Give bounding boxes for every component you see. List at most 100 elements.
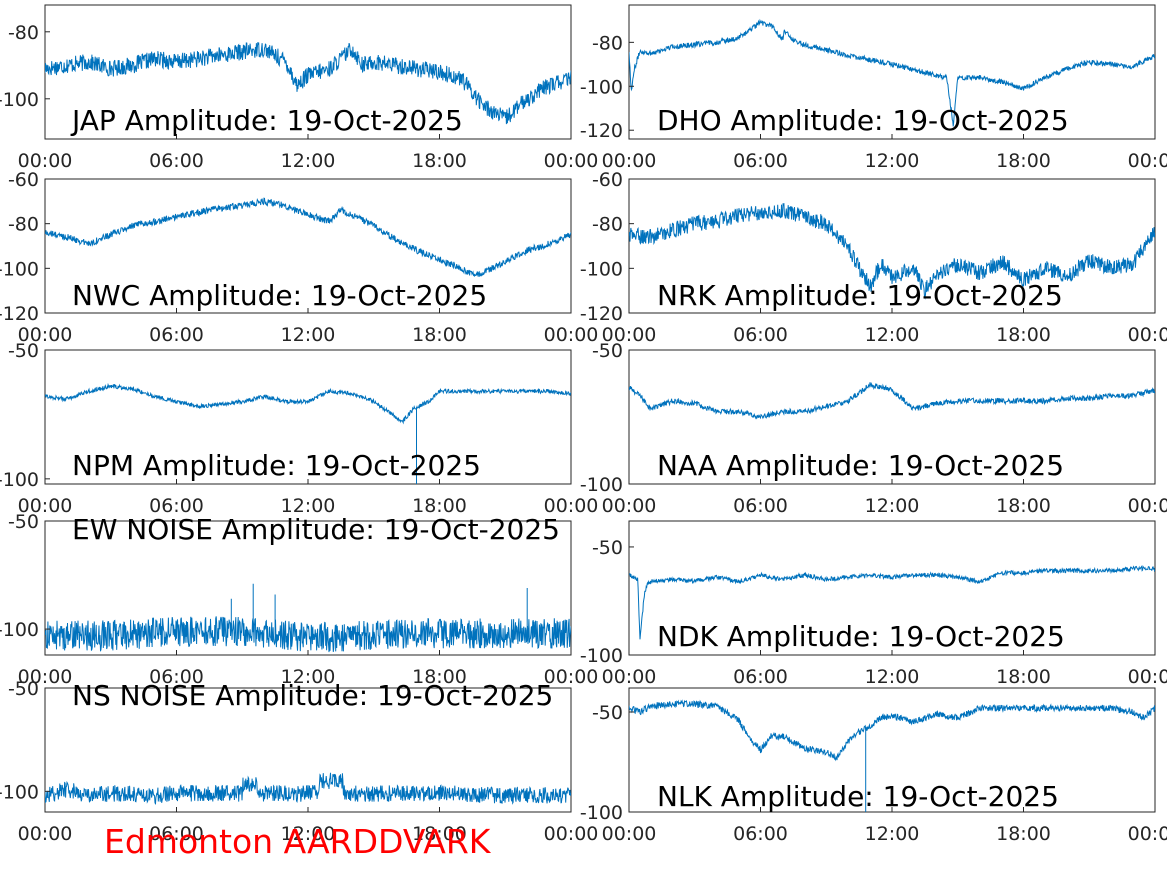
x-tick-label: 06:00 (733, 495, 788, 517)
panel-3: 00:00 06:00 12:00 18:00 00:00 -60 -80 -100 -120 N… (0, 169, 598, 346)
y-tick-label: -100 (580, 474, 623, 496)
y-tick-label: -100 (0, 469, 39, 491)
x-tick-label: 18:00 (412, 495, 467, 517)
plot-frame (44, 178, 572, 314)
y-tick-label: -120 (580, 120, 623, 142)
y-tick-label: -50 (592, 702, 623, 724)
y-tick-label: -80 (8, 22, 39, 44)
x-tick-label: 00:00 (602, 150, 657, 172)
x-tick-label: 00:00 (544, 324, 599, 346)
x-tick-label: 06:00 (149, 150, 204, 172)
series-line (45, 42, 571, 125)
y-tick-label: -50 (592, 340, 623, 362)
y-tick-label: -100 (580, 258, 623, 280)
series-line (629, 565, 1155, 640)
x-tick-label: 00:00 (1128, 150, 1167, 172)
plot-frame (628, 178, 1156, 314)
x-tick-label: 12:00 (281, 150, 336, 172)
series-line (45, 772, 571, 806)
x-tick-label: 00:00 (1128, 823, 1167, 845)
panel-6: 00:00 06:00 12:00 18:00 00:00 -50 -100 NAA Ampl… (580, 340, 1167, 517)
x-tick-label: 18:00 (996, 150, 1051, 172)
plot-frame (628, 520, 1156, 656)
y-tick-label: -100 (580, 802, 623, 824)
x-tick-label: 00:00 (602, 666, 657, 688)
y-tick-label: -60 (8, 169, 39, 191)
x-tick-label: 00:00 (544, 666, 599, 688)
plot-frame (628, 4, 1156, 140)
panel-7: 00:00 06:00 12:00 18:00 00:00 -50 -100 EW NOISE… (0, 511, 598, 688)
panel-1: 00:00 06:00 12:00 18:00 00:00 -80 -100 JAP Ampl… (0, 4, 599, 172)
x-tick-label: 12:00 (281, 324, 336, 346)
y-tick-label: -100 (580, 645, 623, 667)
y-tick-label: -100 (0, 89, 39, 111)
x-tick-label: 12:00 (865, 666, 920, 688)
x-tick-label: 06:00 (149, 324, 204, 346)
x-tick-label: 06:00 (733, 823, 788, 845)
x-tick-label: 12:00 (281, 495, 336, 517)
x-tick-label: 00:00 (18, 495, 73, 517)
x-tick-label: 12:00 (865, 150, 920, 172)
x-tick-label: 00:00 (602, 324, 657, 346)
x-tick-label: 12:00 (281, 823, 336, 845)
plot-frame (628, 349, 1156, 485)
x-tick-label: 18:00 (412, 324, 467, 346)
x-tick-label: 18:00 (996, 324, 1051, 346)
x-tick-label: 00:00 (602, 823, 657, 845)
y-tick-label: -50 (8, 340, 39, 362)
y-tick-label: -50 (592, 537, 623, 559)
x-tick-label: 06:00 (733, 666, 788, 688)
x-tick-label: 18:00 (412, 150, 467, 172)
series-line (629, 699, 1155, 812)
station-label: Edmonton AARDDVARK (104, 822, 491, 861)
x-tick-label: 06:00 (149, 666, 204, 688)
x-tick-label: 18:00 (996, 666, 1051, 688)
series-line (629, 202, 1155, 300)
y-tick-label: -120 (0, 303, 39, 325)
series-line (629, 381, 1155, 420)
series-line (629, 18, 1155, 127)
x-tick-label: 00:00 (1128, 324, 1167, 346)
panel-title: DHO Amplitude: 19-Oct-2025 (657, 104, 1069, 137)
panel-title: JAP Amplitude: 19-Oct-2025 (70, 104, 463, 137)
x-tick-label: 12:00 (865, 495, 920, 517)
x-tick-label: 00:00 (544, 150, 599, 172)
panel-title: NRK Amplitude: 19-Oct-2025 (657, 279, 1063, 312)
y-tick-label: -80 (8, 214, 39, 236)
x-tick-label: 12:00 (865, 823, 920, 845)
y-tick-label: -100 (0, 258, 39, 280)
x-tick-label: 06:00 (733, 324, 788, 346)
x-tick-label: 06:00 (149, 823, 204, 845)
panel-4: 00:00 06:00 12:00 18:00 00:00 -60 -80 -100 -120 N… (580, 169, 1167, 346)
series-line (45, 382, 571, 484)
x-tick-label: 00:00 (18, 324, 73, 346)
x-tick-label: 00:00 (18, 666, 73, 688)
x-tick-label: 00:00 (602, 495, 657, 517)
y-tick-label: -50 (8, 511, 39, 533)
x-tick-label: 00:00 (544, 823, 599, 845)
y-tick-label: -100 (0, 619, 39, 641)
y-tick-label: -60 (592, 169, 623, 191)
x-tick-label: 12:00 (865, 324, 920, 346)
x-tick-label: 18:00 (412, 666, 467, 688)
x-tick-label: 06:00 (149, 495, 204, 517)
x-tick-label: 12:00 (281, 666, 336, 688)
y-tick-label: -100 (580, 76, 623, 98)
panel-title: NLK Amplitude: 19-Oct-2025 (657, 780, 1059, 813)
panel-title: NS NOISE Amplitude: 19-Oct-2025 (72, 679, 553, 712)
panel-title: NWC Amplitude: 19-Oct-2025 (72, 279, 487, 312)
x-tick-label: 18:00 (996, 823, 1051, 845)
x-tick-label: 00:00 (18, 150, 73, 172)
x-tick-label: 00:00 (1128, 666, 1167, 688)
series-line (45, 197, 571, 277)
panel-5: 00:00 06:00 12:00 18:00 00:00 -50 -100 NPM Ampl… (0, 340, 598, 517)
y-tick-label: -120 (580, 303, 623, 325)
panel-title: EW NOISE Amplitude: 19-Oct-2025 (72, 513, 560, 546)
panel-10: 00:00 06:00 12:00 18:00 00:00 -50 -100 NLK Ampl… (580, 687, 1167, 845)
panel-title: NAA Amplitude: 19-Oct-2025 (657, 449, 1064, 482)
x-tick-label: 00:00 (18, 823, 73, 845)
panel-title: NDK Amplitude: 19-Oct-2025 (657, 620, 1065, 653)
panel-2: 00:00 06:00 12:00 18:00 00:00 -80 -100 -120 DHO … (580, 4, 1167, 172)
plot-frame (44, 349, 572, 485)
